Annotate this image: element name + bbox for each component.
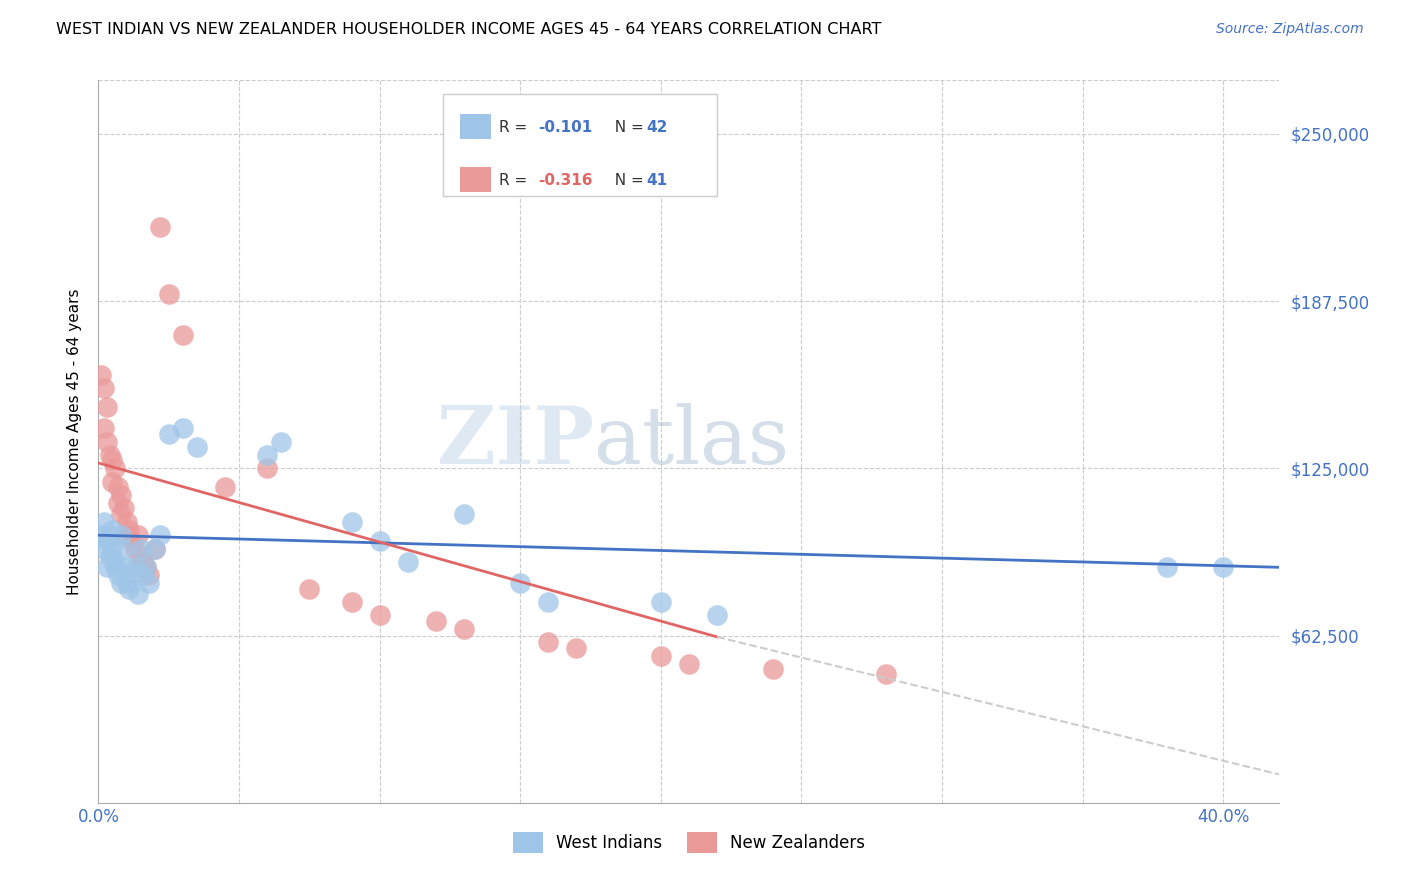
Point: [93, 515, 115, 529]
Point: [186, 440, 208, 454]
Point: [762, 662, 785, 676]
Point: [172, 327, 194, 342]
Point: [565, 640, 588, 655]
Point: [425, 614, 447, 628]
Point: [706, 608, 728, 623]
Point: [127, 587, 149, 601]
Text: N =: N =: [605, 120, 648, 135]
Point: [107, 496, 129, 510]
Point: [104, 461, 127, 475]
Point: [96, 560, 118, 574]
Point: [129, 541, 152, 556]
Point: [149, 220, 172, 235]
Point: [96, 533, 118, 548]
Point: [132, 555, 155, 569]
Point: [270, 434, 292, 449]
Text: R =: R =: [499, 120, 533, 135]
Point: [1212, 560, 1234, 574]
Text: WEST INDIAN VS NEW ZEALANDER HOUSEHOLDER INCOME AGES 45 - 64 YEARS CORRELATION C: WEST INDIAN VS NEW ZEALANDER HOUSEHOLDER…: [56, 22, 882, 37]
Point: [453, 507, 475, 521]
Legend: West Indians, New Zealanders: West Indians, New Zealanders: [506, 826, 872, 860]
Point: [214, 480, 236, 494]
Point: [143, 541, 166, 556]
Point: [537, 635, 560, 649]
Point: [650, 648, 672, 663]
Point: [298, 582, 321, 596]
Text: -0.101: -0.101: [538, 120, 593, 135]
Text: ZIP: ZIP: [437, 402, 595, 481]
Point: [110, 488, 132, 502]
Point: [124, 541, 146, 556]
Point: [121, 533, 143, 548]
Point: [256, 448, 278, 462]
Point: [138, 568, 160, 582]
Text: N =: N =: [605, 173, 648, 187]
Point: [143, 541, 166, 556]
Point: [118, 523, 141, 537]
Point: [340, 515, 363, 529]
Point: [157, 287, 180, 301]
Point: [453, 622, 475, 636]
Point: [96, 400, 118, 414]
Point: [101, 541, 124, 556]
Point: [121, 568, 143, 582]
Point: [98, 528, 121, 542]
Point: [101, 453, 124, 467]
Point: [509, 576, 531, 591]
Point: [90, 528, 112, 542]
Point: [172, 421, 194, 435]
Point: [93, 421, 115, 435]
Y-axis label: Householder Income Ages 45 - 64 years: Householder Income Ages 45 - 64 years: [67, 288, 83, 595]
Text: Source: ZipAtlas.com: Source: ZipAtlas.com: [1216, 22, 1364, 37]
Point: [93, 381, 115, 395]
Point: [110, 507, 132, 521]
Point: [101, 523, 124, 537]
Point: [107, 480, 129, 494]
Text: atlas: atlas: [595, 402, 790, 481]
Point: [396, 555, 419, 569]
Point: [678, 657, 700, 671]
Point: [157, 426, 180, 441]
Text: 41: 41: [647, 173, 668, 187]
Point: [112, 541, 135, 556]
Point: [135, 560, 157, 574]
Point: [110, 576, 132, 591]
Point: [98, 448, 121, 462]
Point: [115, 560, 138, 574]
Text: -0.316: -0.316: [538, 173, 593, 187]
Point: [368, 533, 391, 548]
Point: [112, 501, 135, 516]
Point: [96, 434, 118, 449]
Point: [90, 368, 112, 382]
Point: [124, 560, 146, 574]
Point: [256, 461, 278, 475]
Text: R =: R =: [499, 173, 533, 187]
Point: [1156, 560, 1178, 574]
Point: [149, 528, 172, 542]
Point: [135, 560, 157, 574]
Point: [129, 549, 152, 564]
Point: [104, 560, 127, 574]
Point: [537, 595, 560, 609]
Point: [368, 608, 391, 623]
Point: [98, 549, 121, 564]
Point: [93, 541, 115, 556]
Point: [138, 576, 160, 591]
Point: [132, 568, 155, 582]
Point: [101, 475, 124, 489]
Point: [127, 528, 149, 542]
Point: [107, 568, 129, 582]
Point: [115, 515, 138, 529]
Point: [115, 576, 138, 591]
Point: [118, 582, 141, 596]
Point: [110, 528, 132, 542]
Point: [650, 595, 672, 609]
Point: [115, 528, 138, 542]
Text: 42: 42: [647, 120, 668, 135]
Point: [104, 555, 127, 569]
Point: [340, 595, 363, 609]
Point: [875, 667, 897, 681]
